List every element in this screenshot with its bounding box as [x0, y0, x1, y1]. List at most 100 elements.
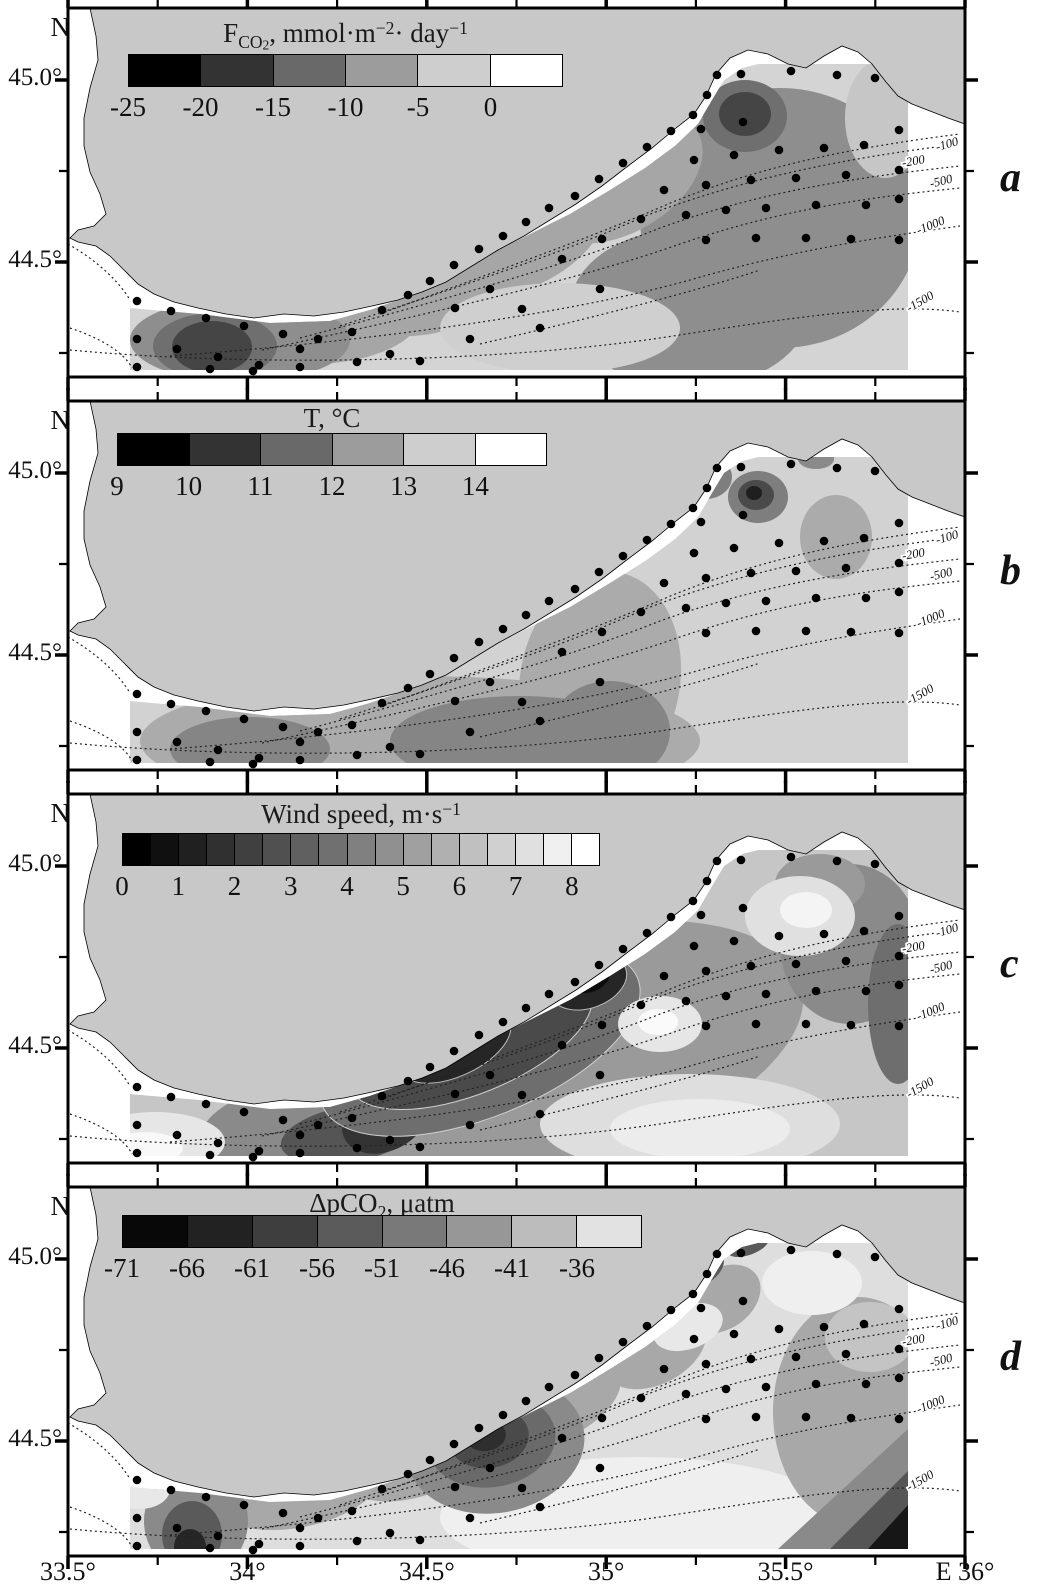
major-ticks: [55, 781, 978, 1176]
station-dot: [295, 1523, 305, 1533]
colorbar-segment: [129, 55, 202, 86]
bathymetry-label: -200: [901, 545, 927, 563]
station-dot: [751, 626, 761, 636]
station-dot: [811, 986, 821, 996]
station-dot: [213, 352, 223, 362]
station-dot: [701, 235, 711, 245]
station-dot: [746, 961, 756, 971]
panel-title-part: −1: [442, 799, 461, 820]
station-dot: [449, 1046, 459, 1056]
station-dot: [278, 329, 288, 339]
station-dot: [894, 1344, 904, 1354]
station-dot: [688, 896, 698, 906]
bathymetry-contour: [67, 636, 131, 694]
station-dot: [689, 941, 699, 951]
bathymetry-contour: [67, 243, 131, 301]
station-dot: [377, 305, 387, 315]
station-dot: [517, 1090, 527, 1100]
colorbar-tick-label: 5: [396, 871, 410, 901]
colorbar-segment: [207, 834, 236, 865]
station-dot: [597, 627, 607, 637]
major-ticks: [55, 388, 978, 783]
station-dot: [352, 1143, 362, 1153]
station-dot: [786, 852, 796, 862]
station-dot: [702, 1269, 712, 1279]
station-dot: [385, 1528, 395, 1538]
station-dot: [517, 304, 527, 314]
colorbar-tick-label: 3: [283, 871, 298, 901]
station-dot: [846, 234, 856, 244]
panel-title: Wind speed, m·s−1: [42, 799, 680, 830]
bathymetry-contour: [69, 1487, 961, 1540]
station-dot: [594, 960, 604, 970]
stations-layer: [132, 459, 904, 769]
compass-label: N: [50, 1191, 71, 1221]
longitude-label: 35.5°: [757, 1557, 814, 1586]
station-dot: [681, 1389, 691, 1399]
colorbar-segment: [475, 434, 546, 465]
station-dot: [819, 1322, 829, 1332]
station-dot: [213, 1138, 223, 1148]
station-dot: [535, 323, 545, 333]
colorbar-segment: [515, 834, 544, 865]
station-dot: [870, 859, 880, 869]
station-dot: [570, 191, 580, 201]
station-dot: [894, 1373, 904, 1383]
station-dot: [721, 598, 731, 608]
station-dot: [597, 1020, 607, 1030]
station-dot: [894, 235, 904, 245]
station-dot: [819, 536, 829, 546]
panel-title: T, °C: [37, 403, 627, 434]
station-dot: [729, 150, 739, 160]
station-dot: [701, 966, 711, 976]
station-dot: [594, 1353, 604, 1363]
bathymetry-layer: [67, 919, 961, 1155]
station-dot: [738, 1296, 748, 1306]
station-dot: [544, 989, 554, 999]
station-dot: [859, 1319, 869, 1329]
station-dot: [746, 175, 756, 185]
station-dot: [729, 1329, 739, 1339]
station-dot: [701, 573, 711, 583]
station-dot: [521, 610, 531, 620]
colorbar-segment: [459, 834, 488, 865]
station-dot: [521, 217, 531, 227]
station-dot: [595, 1463, 605, 1473]
station-dot: [385, 742, 395, 752]
station-dot: [594, 567, 604, 577]
panel-title-part: 2: [262, 37, 270, 53]
station-dot: [736, 69, 746, 79]
station-dot: [205, 1150, 215, 1160]
bathymetry-layer: [67, 1312, 961, 1548]
panel-title-part: F: [223, 18, 239, 48]
station-dot: [517, 1483, 527, 1493]
station-dot: [702, 90, 712, 100]
colorbar-tick-label: -61: [234, 1253, 270, 1283]
colorbar-segment: [118, 434, 190, 465]
station-dot: [403, 1076, 413, 1086]
stations-layer: [132, 66, 904, 376]
station-dot: [347, 720, 357, 730]
colorbar-segment: [431, 834, 460, 865]
bathymetry-contour: [339, 143, 961, 327]
station-dot: [870, 466, 880, 476]
station-dot: [859, 533, 869, 543]
station-dot: [894, 628, 904, 638]
station-dot: [132, 1148, 142, 1158]
station-dot: [688, 503, 698, 513]
latitude-label-44-5: 44.5°: [8, 1032, 62, 1059]
station-dot: [832, 463, 842, 473]
bathymetry-contour: [299, 165, 961, 339]
station-dot: [132, 1120, 142, 1130]
colorbar-segment: [487, 834, 516, 865]
station-dot: [894, 1414, 904, 1424]
station-dot: [761, 989, 771, 999]
station-dot: [846, 1020, 856, 1030]
station-dot: [688, 1289, 698, 1299]
station-dot: [521, 1003, 531, 1013]
station-dot: [449, 260, 459, 270]
map-svg-d: -100-200-500-1000-1500: [55, 1174, 978, 1569]
latitude-label-44-5: 44.5°: [8, 639, 62, 666]
station-dot: [841, 563, 851, 573]
panel-title-part: −1: [449, 18, 468, 39]
